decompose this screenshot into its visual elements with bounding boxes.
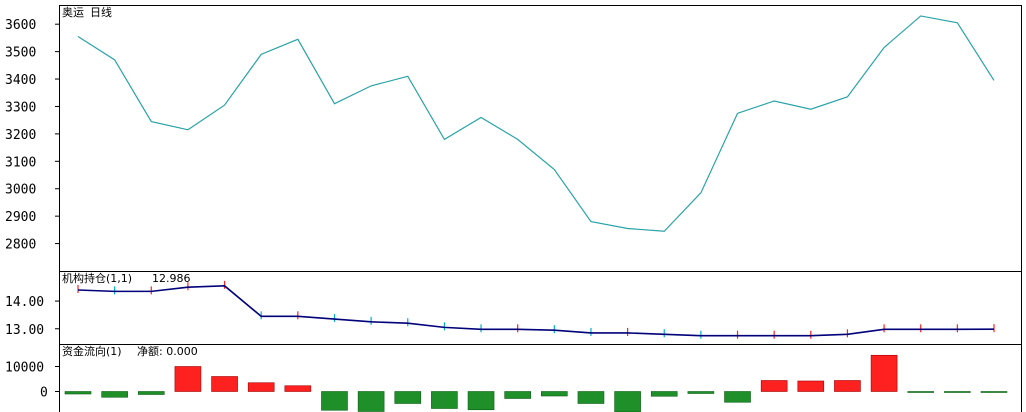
money-flow-bar (650, 391, 678, 397)
money-flow-bar (907, 391, 935, 393)
price-tick-label: 3600 (5, 18, 36, 33)
price-tick-label: 3000 (5, 183, 36, 198)
money-flow-bar (944, 391, 971, 393)
institutional-tick-label: 14.00 (5, 295, 44, 310)
money-flow-bar (247, 382, 275, 392)
money-flow-bar (760, 380, 788, 392)
institutional-indicator-name: 机构持仓(1,1) (62, 271, 132, 285)
money-flow-bar (504, 391, 531, 399)
institutional-tick-label: 13.00 (5, 323, 44, 338)
price-series-line (77, 15, 995, 232)
money-flow-bar (211, 376, 238, 392)
stock-name: 奥运 (62, 5, 84, 19)
money-flow-bar (834, 380, 861, 392)
money-flow-bar (870, 354, 898, 392)
institutional-series-line (77, 285, 995, 337)
money-flow-bar (64, 391, 92, 395)
price-tick-label: 3100 (5, 155, 36, 170)
price-tick-label: 2800 (5, 238, 36, 253)
money-flow-bar (797, 380, 825, 392)
money-flow-tick-label: 10000 (5, 361, 44, 376)
institutional-indicator-value: 12.986 (152, 272, 191, 285)
money-flow-bar (284, 385, 312, 392)
money-flow-bar (541, 391, 568, 397)
money-flow-bar (614, 391, 641, 412)
price-axis: 2800 2900 3000 3100 3200 3300 3400 3500 3600 (5, 18, 60, 253)
money-flow-tick-label: 0 (40, 386, 48, 401)
institutional-panel: 机构持仓(1,1) 12.986 13.00 14.00 (5, 271, 1022, 345)
money-flow-bar (467, 391, 495, 411)
institutional-marks (77, 280, 995, 339)
money-flow-bar (174, 366, 202, 392)
price-tick-label: 3200 (5, 128, 36, 143)
money-flow-bar (431, 391, 458, 409)
money-flow-bar (394, 391, 422, 404)
money-flow-bar (101, 391, 128, 398)
money-flow-panel-frame (59, 344, 1022, 412)
price-tick-label: 2900 (5, 210, 36, 225)
money-flow-net-label: 净额: 0.000 (137, 344, 198, 358)
money-flow-bar (357, 391, 385, 412)
price-tick-label: 3500 (5, 46, 36, 61)
money-flow-axis: 0 10000 (5, 361, 60, 401)
institutional-axis: 13.00 14.00 (5, 295, 60, 338)
money-flow-bars (64, 354, 1008, 412)
money-flow-bar (687, 391, 715, 394)
price-panel-frame (59, 5, 1022, 272)
money-flow-bar (137, 391, 165, 395)
money-flow-bar (577, 391, 605, 404)
price-tick-label: 3400 (5, 73, 36, 88)
money-flow-bar (724, 391, 751, 403)
money-flow-bar (321, 391, 348, 411)
money-flow-indicator-name: 资金流向(1) (62, 344, 122, 358)
price-tick-label: 3300 (5, 100, 36, 115)
period-label: 日线 (90, 5, 112, 19)
institutional-panel-frame (59, 271, 1022, 345)
price-panel: 奥运 日线 2800 2900 3000 3100 3200 3300 3400 3500 36… (5, 5, 1022, 272)
money-flow-bar (980, 391, 1008, 393)
money-flow-panel: 资金流向(1) 净额: 0.000 0 10000 (5, 344, 1022, 412)
